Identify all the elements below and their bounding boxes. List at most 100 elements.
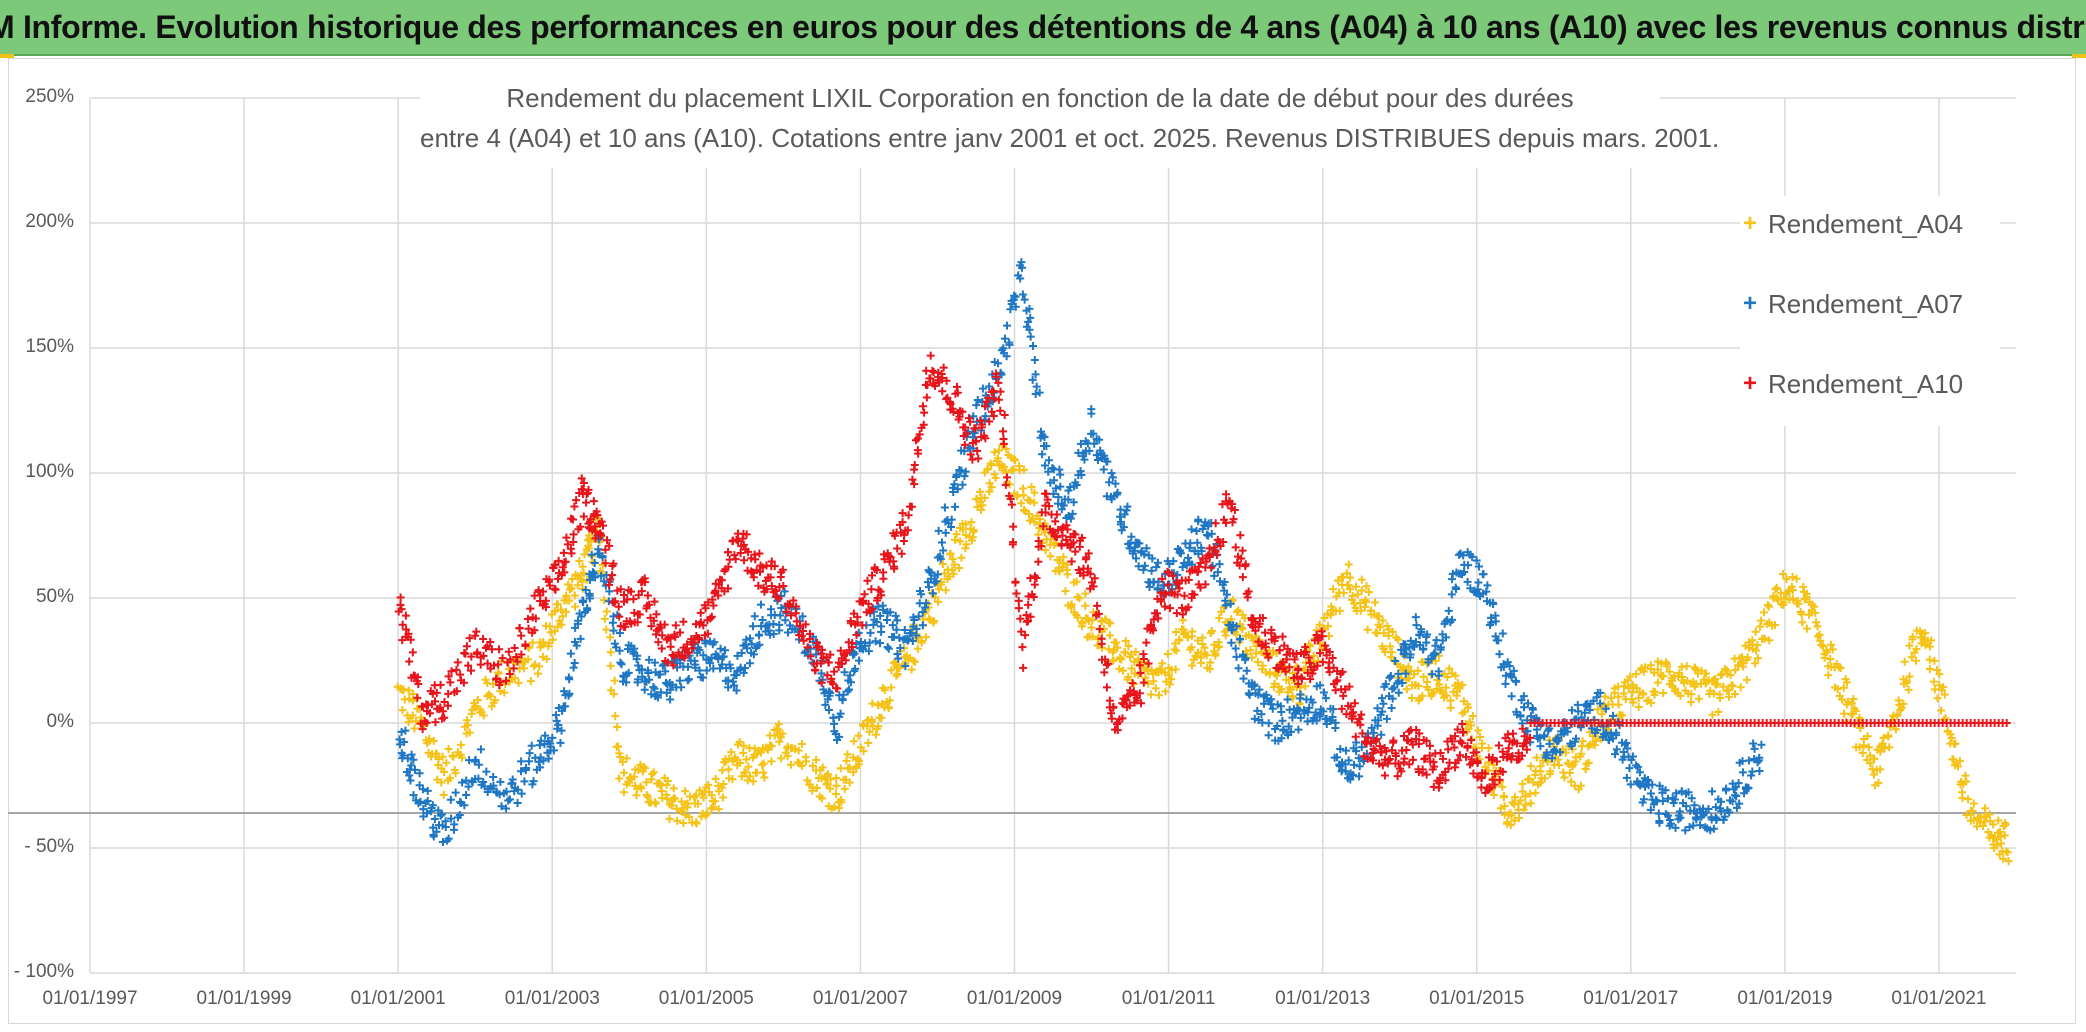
data-point-rendement-a07 xyxy=(1066,514,1075,523)
data-point-rendement-a04 xyxy=(1106,619,1115,628)
data-point-rendement-a04 xyxy=(1567,777,1576,786)
data-point-rendement-a07 xyxy=(1139,565,1148,574)
data-point-rendement-a07 xyxy=(918,621,927,630)
data-point-rendement-a10 xyxy=(408,648,417,657)
data-point-rendement-a07 xyxy=(1658,797,1667,806)
data-point-rendement-a04 xyxy=(1324,622,1332,631)
data-point-rendement-a04 xyxy=(917,637,926,646)
data-point-rendement-a07 xyxy=(1483,581,1492,590)
data-point-rendement-a04 xyxy=(1081,589,1090,598)
data-point-rendement-a04 xyxy=(1691,665,1700,674)
data-point-rendement-a07 xyxy=(495,790,504,799)
data-point-rendement-a07 xyxy=(838,695,847,704)
data-point-rendement-a07 xyxy=(1682,802,1691,811)
data-point-rendement-a07 xyxy=(698,673,707,682)
data-point-rendement-a04 xyxy=(550,627,559,636)
data-point-rendement-a04 xyxy=(575,556,584,565)
data-point-rendement-a04 xyxy=(709,803,718,812)
data-point-rendement-a07 xyxy=(707,654,716,663)
data-point-rendement-a04 xyxy=(1458,680,1467,689)
data-point-rendement-a07 xyxy=(1369,728,1378,737)
data-point-rendement-a04 xyxy=(565,596,574,605)
data-point-rendement-a07 xyxy=(1592,693,1601,702)
data-point-rendement-a10 xyxy=(1011,577,1020,586)
data-point-rendement-a07 xyxy=(1419,644,1428,653)
data-point-rendement-a10 xyxy=(479,635,488,644)
data-point-rendement-a04 xyxy=(1514,813,1523,822)
data-point-rendement-a04 xyxy=(491,696,500,705)
data-point-rendement-a07 xyxy=(1507,692,1516,701)
data-point-rendement-a07 xyxy=(961,467,970,476)
data-point-rendement-a04 xyxy=(1030,498,1039,507)
data-point-rendement-a04 xyxy=(1593,705,1602,714)
data-point-rendement-a07 xyxy=(1431,650,1440,659)
data-point-rendement-a07 xyxy=(1473,585,1482,594)
data-point-rendement-a04 xyxy=(1726,671,1735,680)
data-point-rendement-a04 xyxy=(1731,666,1740,675)
data-point-rendement-a07 xyxy=(460,801,469,810)
data-point-rendement-a10 xyxy=(920,408,929,417)
data-point-rendement-a04 xyxy=(1346,573,1355,582)
data-point-rendement-a04 xyxy=(1847,699,1856,708)
data-point-rendement-a04 xyxy=(486,692,495,701)
data-point-rendement-a04 xyxy=(786,760,795,769)
data-point-rendement-a04 xyxy=(1876,765,1885,774)
data-point-rendement-a04 xyxy=(1597,710,1606,719)
data-point-rendement-a04 xyxy=(1933,694,1942,703)
data-point-rendement-a07 xyxy=(415,769,424,778)
data-point-rendement-a07 xyxy=(908,636,917,645)
data-point-rendement-a04 xyxy=(1925,665,1934,674)
data-point-rendement-a04 xyxy=(859,747,868,756)
data-point-rendement-a10 xyxy=(629,595,638,604)
data-point-rendement-a07 xyxy=(1244,689,1253,698)
data-point-rendement-a04 xyxy=(1969,816,1978,825)
data-point-rendement-a07 xyxy=(517,757,526,766)
data-point-rendement-a04 xyxy=(1876,747,1885,756)
data-point-rendement-a07 xyxy=(536,763,545,772)
data-point-rendement-a04 xyxy=(1736,683,1745,692)
data-point-rendement-a07 xyxy=(1452,584,1461,593)
data-point-rendement-a04 xyxy=(995,446,1004,455)
data-point-rendement-a10 xyxy=(867,585,876,594)
data-point-rendement-a10 xyxy=(453,658,462,667)
y-tick-label: 200% xyxy=(25,211,74,232)
data-point-rendement-a07 xyxy=(718,660,727,669)
data-point-rendement-a04 xyxy=(1238,625,1247,634)
data-point-rendement-a04 xyxy=(602,625,611,634)
data-point-rendement-a04 xyxy=(775,737,784,746)
data-point-rendement-a07 xyxy=(1536,742,1545,751)
data-point-rendement-a07 xyxy=(570,658,579,667)
data-point-rendement-a07 xyxy=(1042,442,1051,451)
data-point-rendement-a07 xyxy=(558,706,567,715)
data-point-rendement-a07 xyxy=(428,801,437,810)
legend-item-a04: + Rendement_A04 xyxy=(1740,204,1963,244)
data-point-rendement-a04 xyxy=(471,702,480,711)
data-point-rendement-a07 xyxy=(1406,653,1415,662)
data-point-rendement-a07 xyxy=(1253,706,1262,715)
data-point-rendement-a10 xyxy=(1211,519,1220,528)
data-point-rendement-a04 xyxy=(662,790,671,799)
legend-item-a10: + Rendement_A10 xyxy=(1740,364,1963,404)
data-point-rendement-a07 xyxy=(724,683,733,692)
legend-marker-a04: + xyxy=(1742,210,1757,237)
data-point-rendement-a04 xyxy=(993,454,1002,463)
data-point-rendement-a04 xyxy=(1840,709,1849,718)
data-point-rendement-a07 xyxy=(953,485,962,494)
data-point-rendement-a07 xyxy=(474,760,483,769)
data-point-rendement-a07 xyxy=(1064,495,1073,504)
data-point-rendement-a04 xyxy=(1794,599,1803,608)
data-point-rendement-a07 xyxy=(730,681,739,690)
data-point-rendement-a04 xyxy=(1911,656,1920,665)
data-point-rendement-a04 xyxy=(832,781,841,790)
data-point-rendement-a07 xyxy=(1532,725,1541,734)
data-point-rendement-a04 xyxy=(658,794,667,803)
data-point-rendement-a10 xyxy=(1139,678,1148,687)
data-point-rendement-a07 xyxy=(576,634,585,643)
data-point-rendement-a04 xyxy=(1554,760,1563,769)
data-point-rendement-a07 xyxy=(1411,613,1420,622)
data-point-rendement-a10 xyxy=(999,427,1008,436)
data-point-rendement-a04 xyxy=(707,791,716,800)
data-point-rendement-a07 xyxy=(610,639,619,648)
data-point-rendement-a04 xyxy=(1423,659,1432,668)
data-point-rendement-a07 xyxy=(1755,753,1764,762)
